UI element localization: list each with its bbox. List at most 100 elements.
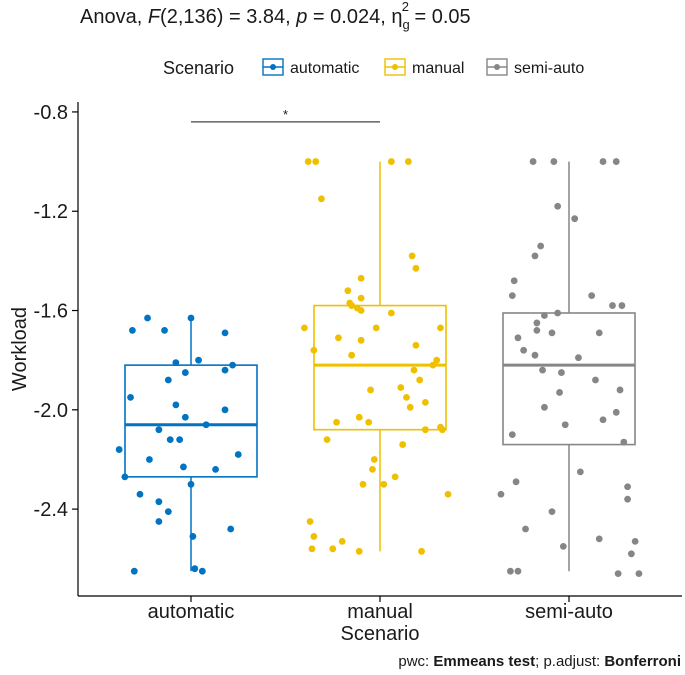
- data-point-manual: [310, 346, 318, 354]
- data-point-semi-auto: [612, 158, 620, 165]
- data-point-manual: [380, 480, 388, 488]
- data-point-semi-auto: [537, 242, 545, 250]
- data-point-manual: [333, 418, 340, 426]
- data-point-automatic: [155, 426, 163, 434]
- data-point-manual: [348, 351, 356, 359]
- significance-label: *: [283, 107, 288, 122]
- pwc-caption: pwc: Emmeans test; p.adjust: Bonferroni: [398, 653, 681, 670]
- data-point-semi-auto: [548, 508, 556, 515]
- data-point-semi-auto: [554, 202, 562, 210]
- data-point-semi-auto: [550, 158, 558, 165]
- data-point-semi-auto: [616, 386, 624, 394]
- data-point-manual: [312, 158, 320, 165]
- data-point-manual: [437, 324, 444, 332]
- data-point-automatic: [181, 369, 189, 376]
- data-point-manual: [444, 490, 452, 498]
- data-point-semi-auto: [520, 346, 528, 354]
- data-point-semi-auto: [599, 416, 607, 424]
- data-point-manual: [348, 302, 356, 309]
- legend: Scenario automatic manual semi-auto: [163, 58, 584, 78]
- data-point-automatic: [195, 356, 202, 364]
- data-point-automatic: [212, 465, 219, 473]
- data-point-manual: [391, 473, 399, 481]
- data-point-semi-auto: [548, 329, 556, 337]
- data-point-manual: [306, 518, 314, 525]
- data-point-semi-auto: [559, 542, 567, 550]
- data-point-automatic: [164, 376, 172, 384]
- data-point-manual: [357, 336, 365, 344]
- data-point-automatic: [187, 314, 195, 322]
- data-point-semi-auto: [556, 389, 563, 396]
- data-point-manual: [403, 394, 410, 401]
- legend-key-point: [494, 64, 500, 70]
- data-point-manual: [318, 195, 325, 203]
- data-point-semi-auto: [512, 478, 520, 486]
- data-point-manual: [357, 307, 365, 314]
- data-point-semi-auto: [554, 309, 562, 317]
- data-point-semi-auto: [620, 438, 628, 446]
- data-point-manual: [404, 158, 412, 165]
- data-point-manual: [359, 480, 367, 488]
- data-point-semi-auto: [529, 158, 537, 165]
- data-point-automatic: [180, 463, 187, 471]
- data-point-semi-auto: [635, 570, 643, 578]
- y-tick-label: -0.8: [34, 102, 68, 124]
- data-point-automatic: [181, 413, 189, 421]
- data-point-semi-auto: [624, 495, 631, 503]
- data-point-semi-auto: [627, 550, 635, 558]
- data-point-semi-auto: [575, 354, 582, 362]
- data-point-manual: [387, 309, 395, 317]
- data-point-automatic: [221, 366, 229, 374]
- data-point-manual: [323, 436, 331, 444]
- data-point-manual: [429, 361, 437, 369]
- data-point-manual: [399, 441, 407, 448]
- data-point-semi-auto: [539, 366, 546, 374]
- data-point-manual: [416, 376, 424, 384]
- chart-title: Anova, F(2,136) = 3.84, p = 0.024, ηg2 =…: [80, 0, 471, 32]
- box-semi-auto: [502, 161, 636, 572]
- y-tick-label: -2.4: [34, 499, 68, 521]
- legend-item-semi-auto: semi-auto: [486, 58, 584, 77]
- data-point-automatic: [189, 533, 197, 540]
- data-point-semi-auto: [576, 468, 584, 476]
- data-point-manual: [355, 413, 363, 421]
- data-point-manual: [372, 324, 380, 332]
- data-point-manual: [410, 366, 418, 374]
- legend-item-manual: manual: [384, 58, 464, 77]
- box-automatic: [124, 317, 258, 572]
- data-point-automatic: [187, 480, 195, 488]
- data-point-automatic: [130, 567, 138, 575]
- data-point-automatic: [202, 421, 210, 429]
- data-point-automatic: [127, 394, 134, 401]
- data-point-semi-auto: [571, 215, 579, 223]
- legend-title: Scenario: [163, 58, 234, 78]
- data-point-semi-auto: [561, 421, 569, 429]
- legend-key-point: [392, 64, 398, 70]
- data-point-manual: [433, 356, 441, 364]
- data-point-manual: [329, 545, 337, 553]
- data-point-semi-auto: [624, 483, 631, 491]
- data-point-semi-auto: [595, 329, 603, 337]
- legend-item-automatic: automatic: [262, 58, 359, 77]
- data-point-automatic: [115, 446, 123, 453]
- data-point-semi-auto: [531, 351, 539, 359]
- data-point-semi-auto: [507, 567, 514, 575]
- data-point-automatic: [144, 314, 151, 322]
- data-point-automatic: [234, 451, 242, 458]
- data-point-automatic: [172, 359, 180, 367]
- legend-label: manual: [412, 60, 464, 77]
- data-point-manual: [304, 158, 312, 165]
- y-tick-label: -1.6: [34, 301, 68, 323]
- data-point-automatic: [221, 406, 229, 414]
- x-tick-label-semi-auto: semi-auto: [525, 601, 613, 623]
- data-point-semi-auto: [514, 567, 522, 575]
- data-point-automatic: [155, 518, 163, 525]
- iqr-box: [313, 304, 447, 431]
- data-point-automatic: [146, 456, 153, 463]
- data-point-semi-auto: [514, 334, 522, 342]
- data-point-semi-auto: [510, 277, 518, 285]
- data-point-automatic: [136, 490, 144, 498]
- data-point-automatic: [164, 508, 172, 515]
- data-point-semi-auto: [588, 292, 596, 300]
- data-point-manual: [357, 274, 365, 282]
